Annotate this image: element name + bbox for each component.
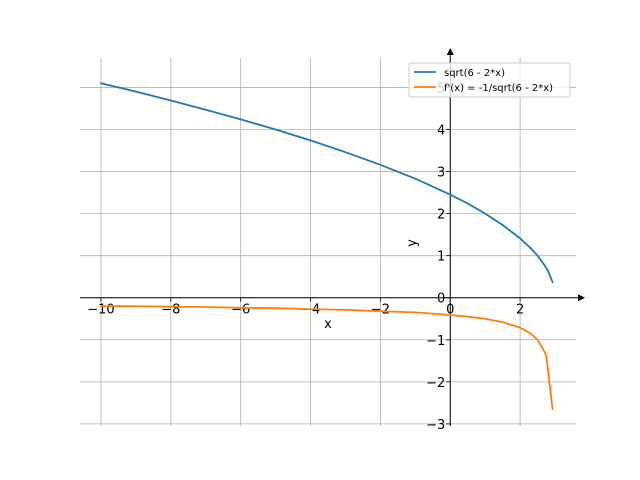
- y-tick-label: −1: [426, 334, 445, 349]
- y-axis-label: y: [405, 239, 420, 247]
- x-tick-label: −2: [371, 303, 390, 318]
- x-tick-label: −6: [231, 303, 250, 318]
- x-axis-arrowhead: [578, 294, 585, 302]
- grid: [80, 58, 576, 426]
- series-line-sqrt: [100, 82, 554, 284]
- x-axis-label: x: [324, 317, 332, 332]
- legend-box: [408, 62, 571, 98]
- y-tick-label: −3: [426, 418, 445, 433]
- series: [100, 82, 554, 411]
- x-tick-label: −4: [301, 303, 320, 318]
- x-tick-label: 2: [516, 303, 524, 318]
- axes: [80, 48, 585, 426]
- y-axis-arrowhead: [446, 48, 454, 55]
- y-tick-label: −2: [426, 376, 445, 391]
- x-tick-label: 0: [446, 303, 454, 318]
- x-tick-label: −10: [87, 303, 114, 318]
- legend-label-derivative: f'(x) = -1/sqrt(6 - 2*x): [444, 83, 553, 94]
- series-line-derivative: [100, 305, 554, 411]
- y-tick-label: 1: [437, 250, 445, 265]
- tick-marks: −10−8−6−4−202−3−2−1012345: [87, 81, 524, 432]
- x-tick-label: −8: [161, 303, 180, 318]
- legend-label-sqrt: sqrt(6 - 2*x): [444, 68, 505, 79]
- legend: sqrt(6 - 2*x) f'(x) = -1/sqrt(6 - 2*x): [408, 62, 571, 98]
- y-tick-label: 3: [437, 166, 445, 181]
- y-tick-label: 2: [437, 208, 445, 223]
- y-tick-label: 0: [437, 292, 445, 307]
- y-tick-label: 4: [437, 123, 445, 138]
